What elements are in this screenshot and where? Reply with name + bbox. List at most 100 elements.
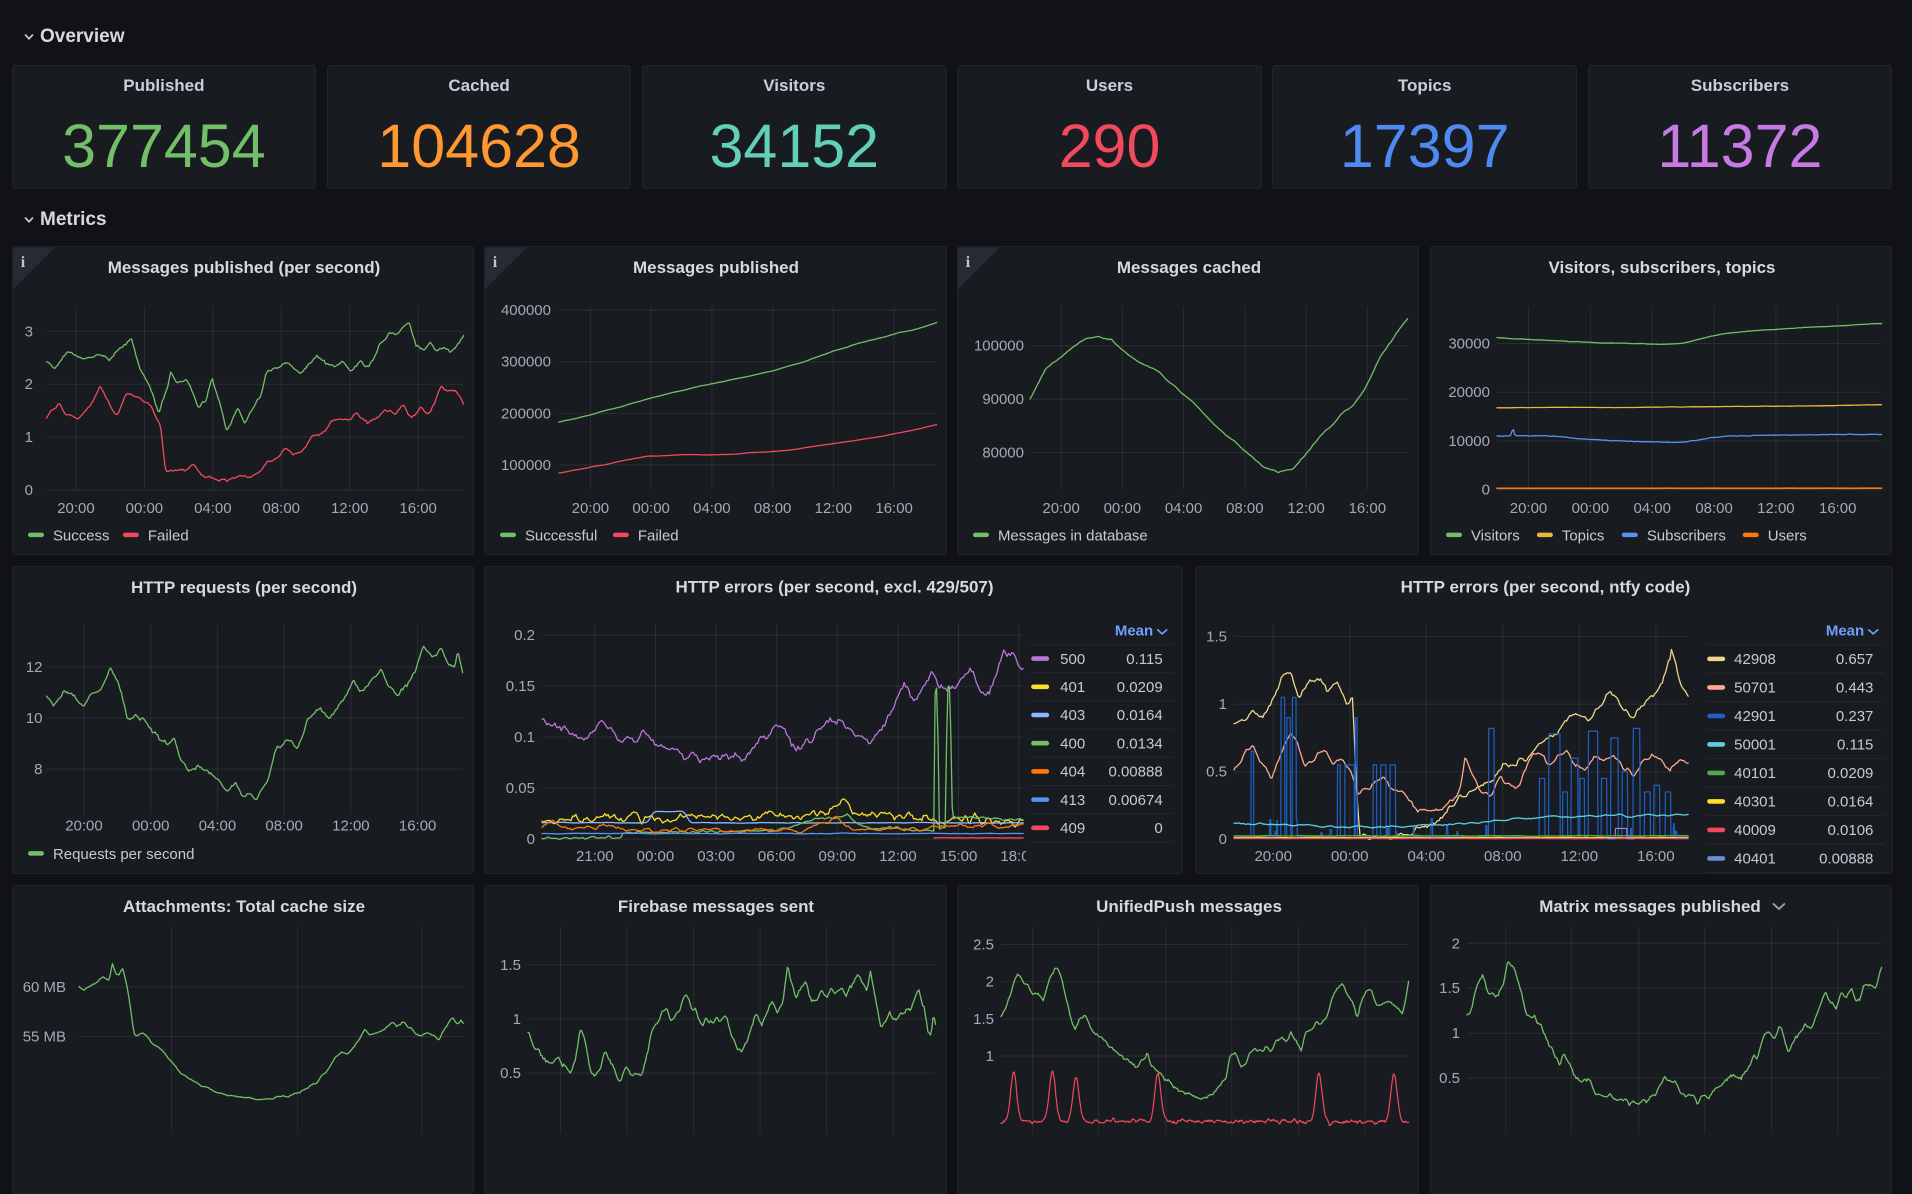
svg-text:Messages in database: Messages in database xyxy=(998,527,1148,544)
svg-text:50001: 50001 xyxy=(1734,736,1776,753)
svg-text:10: 10 xyxy=(25,710,42,727)
svg-text:04:00: 04:00 xyxy=(194,500,231,517)
svg-text:0.0209: 0.0209 xyxy=(1827,765,1873,782)
svg-text:HTTP requests (per second): HTTP requests (per second) xyxy=(131,578,357,597)
svg-text:00:00: 00:00 xyxy=(1572,500,1609,517)
svg-text:08:00: 08:00 xyxy=(1484,848,1522,865)
svg-text:8: 8 xyxy=(34,761,42,778)
svg-text:50701: 50701 xyxy=(1734,679,1776,696)
svg-text:08:00: 08:00 xyxy=(265,817,302,834)
svg-text:15:00: 15:00 xyxy=(940,848,978,865)
svg-text:Failed: Failed xyxy=(147,527,188,544)
svg-text:500: 500 xyxy=(1060,651,1085,668)
svg-text:12:00: 12:00 xyxy=(332,817,369,834)
svg-text:16:00: 16:00 xyxy=(1819,500,1856,517)
svg-text:16:00: 16:00 xyxy=(399,500,436,517)
svg-text:2: 2 xyxy=(1452,935,1460,952)
svg-text:1: 1 xyxy=(513,1011,521,1028)
svg-text:Success: Success xyxy=(52,527,109,544)
svg-text:00:00: 00:00 xyxy=(637,848,675,865)
svg-text:0: 0 xyxy=(1155,820,1163,837)
svg-text:0: 0 xyxy=(527,831,535,848)
svg-text:Subscribers: Subscribers xyxy=(1647,527,1726,544)
svg-text:100000: 100000 xyxy=(974,338,1024,355)
svg-text:0.5: 0.5 xyxy=(1439,1070,1460,1087)
svg-text:40301: 40301 xyxy=(1734,793,1776,810)
svg-text:12:00: 12:00 xyxy=(879,848,917,865)
svg-text:2: 2 xyxy=(24,376,32,393)
svg-text:Visitors: Visitors xyxy=(1471,527,1520,544)
svg-text:00:00: 00:00 xyxy=(1104,500,1141,517)
svg-text:0.1: 0.1 xyxy=(514,729,535,746)
svg-text:20:00: 20:00 xyxy=(1254,848,1292,865)
svg-text:0: 0 xyxy=(1482,482,1490,499)
svg-text:0.115: 0.115 xyxy=(1127,651,1163,668)
svg-text:55 MB: 55 MB xyxy=(22,1028,65,1045)
svg-text:42908: 42908 xyxy=(1734,651,1776,668)
svg-text:12: 12 xyxy=(25,659,42,676)
svg-text:20:00: 20:00 xyxy=(65,817,102,834)
svg-text:3: 3 xyxy=(24,323,32,340)
svg-text:04:00: 04:00 xyxy=(693,500,730,517)
svg-text:409: 409 xyxy=(1060,820,1085,837)
svg-text:0.237: 0.237 xyxy=(1836,708,1874,725)
svg-text:Topics: Topics xyxy=(1562,527,1604,544)
svg-text:HTTP errors (per second, excl.: HTTP errors (per second, excl. 429/507) xyxy=(676,577,994,596)
svg-text:00:00: 00:00 xyxy=(131,817,168,834)
svg-text:Messages cached: Messages cached xyxy=(1117,258,1261,277)
svg-text:12:00: 12:00 xyxy=(1287,500,1324,517)
svg-text:30000: 30000 xyxy=(1448,336,1490,353)
svg-text:0.657: 0.657 xyxy=(1836,651,1874,668)
svg-text:20000: 20000 xyxy=(1448,384,1490,401)
svg-text:Messages published (per second: Messages published (per second) xyxy=(107,258,380,277)
svg-text:21:00: 21:00 xyxy=(576,848,614,865)
svg-text:404: 404 xyxy=(1060,763,1085,780)
svg-text:04:00: 04:00 xyxy=(198,817,235,834)
svg-text:16:00: 16:00 xyxy=(1637,848,1675,865)
svg-text:0.05: 0.05 xyxy=(506,780,535,797)
svg-text:12:00: 12:00 xyxy=(330,500,367,517)
svg-text:1.5: 1.5 xyxy=(1439,980,1460,997)
svg-text:08:00: 08:00 xyxy=(754,500,791,517)
svg-text:HTTP errors (per second, ntfy: HTTP errors (per second, ntfy code) xyxy=(1400,577,1690,596)
svg-text:413: 413 xyxy=(1060,792,1085,809)
svg-text:400000: 400000 xyxy=(501,302,551,319)
svg-text:0.0134: 0.0134 xyxy=(1117,735,1163,752)
svg-text:Users: Users xyxy=(1768,527,1807,544)
svg-text:Failed: Failed xyxy=(638,527,679,544)
svg-text:12:00: 12:00 xyxy=(815,500,852,517)
svg-text:Mean: Mean xyxy=(1826,622,1864,639)
svg-text:Matrix messages published: Matrix messages published xyxy=(1539,897,1761,916)
svg-text:20:00: 20:00 xyxy=(1510,500,1547,517)
svg-text:403: 403 xyxy=(1060,707,1085,724)
svg-text:2: 2 xyxy=(986,974,994,991)
svg-text:42901: 42901 xyxy=(1734,708,1776,725)
svg-text:1.5: 1.5 xyxy=(500,957,521,974)
svg-text:18:00: 18:00 xyxy=(1001,848,1039,865)
svg-text:09:00: 09:00 xyxy=(819,848,857,865)
svg-text:UnifiedPush messages: UnifiedPush messages xyxy=(1096,897,1282,916)
svg-text:0.2: 0.2 xyxy=(514,627,535,644)
svg-text:0: 0 xyxy=(24,482,32,499)
svg-text:1.5: 1.5 xyxy=(973,1011,994,1028)
svg-text:00:00: 00:00 xyxy=(1331,848,1369,865)
svg-text:Attachments: Total cache size: Attachments: Total cache size xyxy=(122,897,364,916)
svg-text:2.5: 2.5 xyxy=(973,936,994,953)
svg-text:0.0164: 0.0164 xyxy=(1827,793,1873,810)
svg-text:200000: 200000 xyxy=(501,406,551,423)
svg-text:08:00: 08:00 xyxy=(262,500,299,517)
svg-text:40009: 40009 xyxy=(1734,822,1776,839)
svg-text:0.00888: 0.00888 xyxy=(1819,850,1873,867)
svg-text:Messages published: Messages published xyxy=(633,258,799,277)
svg-text:Requests per second: Requests per second xyxy=(52,846,193,863)
svg-text:16:00: 16:00 xyxy=(876,500,913,517)
svg-text:10000: 10000 xyxy=(1448,433,1490,450)
svg-text:80000: 80000 xyxy=(982,445,1024,462)
svg-text:00:00: 00:00 xyxy=(633,500,670,517)
svg-text:0.5: 0.5 xyxy=(1206,764,1227,781)
svg-text:0.0209: 0.0209 xyxy=(1117,679,1163,696)
svg-text:100000: 100000 xyxy=(501,457,551,474)
svg-text:i: i xyxy=(493,254,498,271)
svg-text:16:00: 16:00 xyxy=(1349,500,1386,517)
svg-text:Firebase messages sent: Firebase messages sent xyxy=(618,897,815,916)
